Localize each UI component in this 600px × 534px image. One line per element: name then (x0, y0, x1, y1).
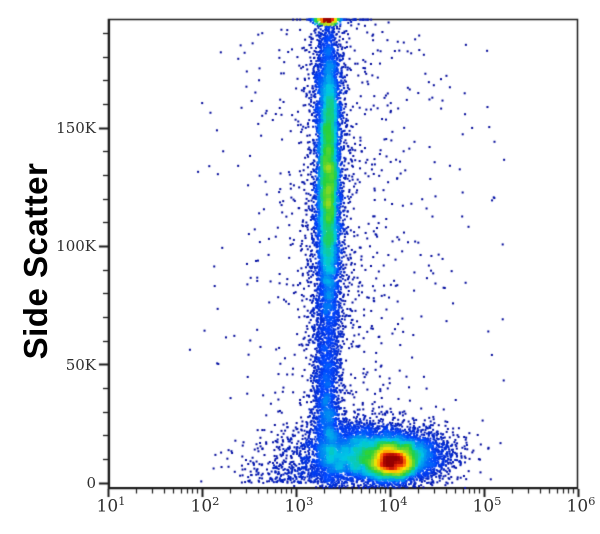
x-tick-label: 105 (472, 494, 502, 517)
y-axis-title: Side Scatter (17, 162, 54, 360)
x-tick-label: 101 (96, 494, 126, 517)
y-tick-label: 150K (56, 119, 96, 137)
x-tick-label: 102 (190, 494, 220, 517)
y-tick-label: 50K (65, 355, 96, 374)
x-tick-label: 104 (378, 494, 408, 517)
x-tick-label: 103 (284, 494, 314, 517)
y-tick-label: 0 (86, 474, 96, 492)
y-tick-label: 100K (56, 237, 96, 256)
x-tick-label: 106 (566, 494, 596, 517)
